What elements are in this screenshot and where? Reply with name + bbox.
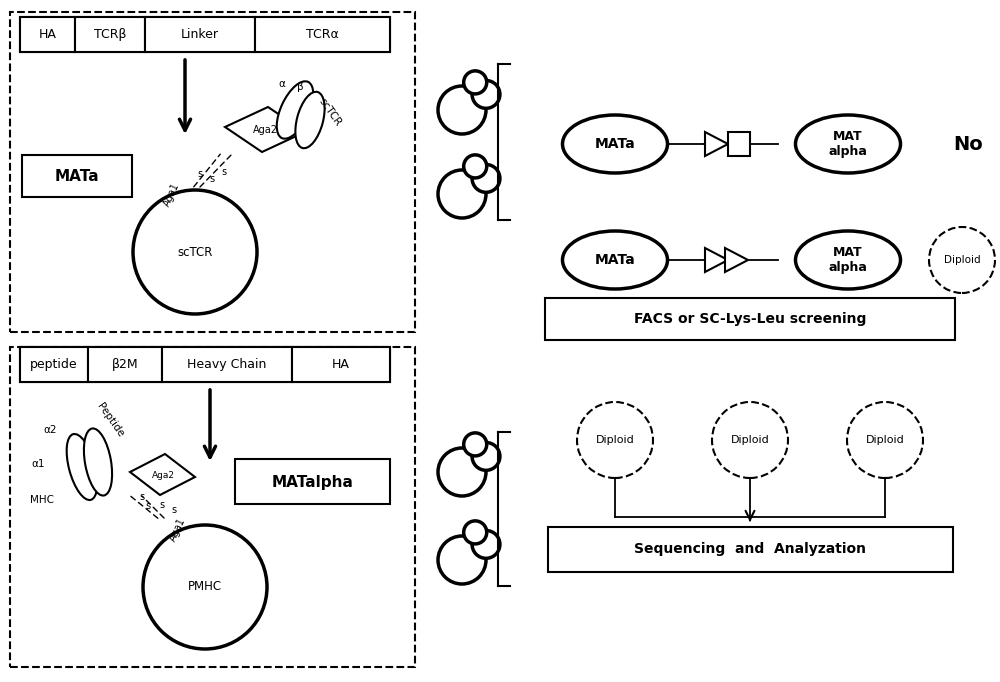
- Text: TCRα: TCRα: [306, 28, 339, 41]
- Text: β: β: [297, 82, 303, 92]
- Bar: [292, 347, 390, 382]
- Circle shape: [438, 170, 486, 218]
- Bar: [20, 17, 75, 52]
- Text: Diploid: Diploid: [731, 435, 769, 445]
- Polygon shape: [225, 107, 305, 152]
- Circle shape: [143, 525, 267, 649]
- Circle shape: [464, 433, 487, 456]
- Text: MAT
alpha: MAT alpha: [829, 130, 867, 158]
- Bar: [728, 132, 750, 156]
- Polygon shape: [705, 132, 728, 156]
- Text: α1: α1: [31, 459, 45, 469]
- Bar: [75, 17, 145, 52]
- Text: Diploid: Diploid: [944, 255, 980, 265]
- Text: TCRβ: TCRβ: [94, 28, 126, 41]
- Bar: [20, 17, 390, 52]
- Circle shape: [133, 190, 257, 314]
- Circle shape: [712, 402, 788, 478]
- Text: Aga2: Aga2: [252, 125, 278, 135]
- Text: MHC: MHC: [30, 495, 54, 505]
- Circle shape: [472, 443, 500, 471]
- Text: MAT
alpha: MAT alpha: [829, 246, 867, 274]
- Circle shape: [438, 536, 486, 584]
- Circle shape: [577, 402, 653, 478]
- Ellipse shape: [67, 434, 97, 500]
- Ellipse shape: [796, 115, 900, 173]
- Circle shape: [472, 531, 500, 559]
- Bar: [545, 298, 955, 340]
- Text: β2M: β2M: [112, 358, 138, 371]
- Circle shape: [464, 155, 487, 178]
- Text: peptide: peptide: [30, 358, 78, 371]
- Text: Peptide: Peptide: [95, 401, 125, 439]
- Ellipse shape: [796, 231, 900, 289]
- Circle shape: [464, 71, 487, 94]
- Bar: [145, 17, 255, 52]
- Ellipse shape: [562, 231, 668, 289]
- Text: FACS or SC-Lys-Leu screening: FACS or SC-Lys-Leu screening: [634, 312, 866, 326]
- Ellipse shape: [84, 428, 112, 496]
- Text: α: α: [279, 79, 285, 89]
- Text: HA: HA: [39, 28, 56, 41]
- Text: s: s: [139, 492, 145, 502]
- Text: s: s: [159, 500, 165, 510]
- Circle shape: [438, 448, 486, 496]
- Circle shape: [438, 86, 486, 134]
- Text: Heavy Chain: Heavy Chain: [187, 358, 267, 371]
- Text: No: No: [953, 134, 983, 153]
- Bar: [162, 347, 292, 382]
- Circle shape: [929, 227, 995, 293]
- Text: MATa: MATa: [595, 253, 635, 267]
- Polygon shape: [705, 248, 728, 272]
- Text: Aga1: Aga1: [168, 516, 188, 544]
- Bar: [255, 17, 390, 52]
- Text: Aga1: Aga1: [162, 181, 182, 209]
- Circle shape: [472, 80, 500, 108]
- Bar: [22, 155, 132, 197]
- Bar: [20, 347, 88, 382]
- Text: PMHC: PMHC: [188, 580, 222, 593]
- Text: Diploid: Diploid: [866, 435, 904, 445]
- Bar: [20, 347, 390, 382]
- Text: Sequencing  and  Analyzation: Sequencing and Analyzation: [634, 542, 866, 557]
- Text: scTCR: scTCR: [317, 96, 343, 128]
- Bar: [235, 459, 390, 504]
- Circle shape: [472, 164, 500, 192]
- Text: s: s: [171, 505, 177, 515]
- Text: s: s: [197, 169, 203, 179]
- Text: Linker: Linker: [181, 28, 219, 41]
- Text: MATa: MATa: [595, 137, 635, 151]
- Ellipse shape: [277, 81, 313, 138]
- Text: HA: HA: [332, 358, 350, 371]
- Text: s: s: [221, 167, 227, 177]
- Ellipse shape: [295, 92, 325, 148]
- Ellipse shape: [562, 115, 668, 173]
- Circle shape: [464, 521, 487, 544]
- FancyBboxPatch shape: [10, 12, 415, 332]
- Text: scTCR: scTCR: [177, 246, 213, 258]
- Circle shape: [847, 402, 923, 478]
- Text: s: s: [209, 174, 215, 184]
- FancyBboxPatch shape: [10, 347, 415, 667]
- Bar: [88, 347, 162, 382]
- Text: MATa: MATa: [55, 168, 99, 183]
- Text: α2: α2: [43, 425, 57, 435]
- Bar: [548, 527, 953, 572]
- Text: s: s: [145, 501, 151, 511]
- Text: Aga2: Aga2: [152, 471, 175, 479]
- Text: Diploid: Diploid: [596, 435, 634, 445]
- Polygon shape: [130, 454, 195, 495]
- Polygon shape: [725, 248, 748, 272]
- Text: MATalpha: MATalpha: [272, 475, 353, 490]
